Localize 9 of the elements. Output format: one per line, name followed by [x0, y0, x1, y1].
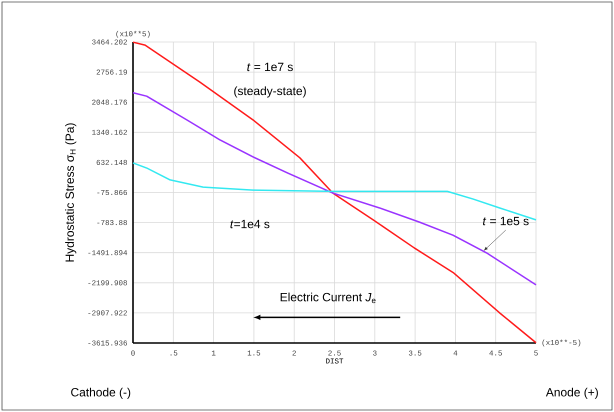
- line-series: [132, 41, 537, 344]
- annotation: t=1e4 s: [230, 220, 270, 228]
- annotation: Electric Current J$_{e}$: [280, 292, 376, 304]
- annotation: t = 1e5 s: [483, 216, 529, 226]
- text: Cathode (-): [71, 388, 130, 399]
- annotation: (steady-state): [234, 86, 306, 98]
- annotation: t = 1e7 s: [247, 62, 293, 72]
- text: Anode (+): [546, 388, 598, 399]
- y-axis-title: Hydrostatic Stress σ$_{H}$ (Pa): [65, 123, 76, 262]
